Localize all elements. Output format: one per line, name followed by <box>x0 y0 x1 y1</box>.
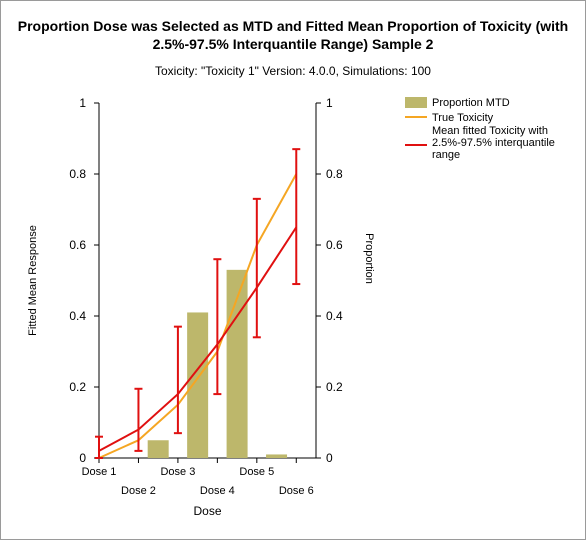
legend-swatch-bar <box>405 97 427 108</box>
bar <box>187 312 209 458</box>
chart-title: Proportion Dose was Selected as MTD and … <box>0 17 586 53</box>
legend-label-line: range <box>432 149 460 161</box>
x-axis-title: Dose <box>193 504 221 518</box>
legend-label-line: Mean fitted Toxicity with <box>432 125 548 137</box>
bar <box>266 454 288 458</box>
chart-title-line-2: 2.5%-97.5% Interquantile Range) Sample 2 <box>152 36 434 52</box>
y-tick-label-right: 1 <box>326 96 333 110</box>
y-tick-label-right: 0.4 <box>326 309 343 323</box>
y-tick-label-right: 0.8 <box>326 167 343 181</box>
y-tick-label-left: 0.8 <box>69 167 86 181</box>
y-axis-title-left: Fitted Mean Response <box>27 225 39 336</box>
y-axis-title-right: Proportion <box>363 233 375 284</box>
y-tick-label-left: 0 <box>79 451 86 465</box>
y-tick-label-left: 0.4 <box>69 309 86 323</box>
y-tick-label-left: 1 <box>79 96 86 110</box>
x-tick-label: Dose 1 <box>82 466 117 478</box>
series-line-true-toxicity <box>98 173 298 459</box>
y-tick-label-right: 0.6 <box>326 238 343 252</box>
chart-subtitle: Toxicity: "Toxicity 1" Version: 4.0.0, S… <box>155 64 431 78</box>
y-tick-label-right: 0 <box>326 451 333 465</box>
y-tick-label-left: 0.6 <box>69 238 86 252</box>
legend-label-line: 2.5%-97.5% interquantile <box>432 137 555 149</box>
bar <box>147 440 169 458</box>
x-tick-label: Dose 2 <box>121 485 156 497</box>
x-tick-label: Dose 5 <box>239 466 274 478</box>
y-tick-label-right: 0.2 <box>326 380 343 394</box>
plot-area: 0 0 0.2 0.2 0.4 0.4 0.6 0.6 0.8 0.8 1 1 Dose 1 Dose 2… <box>27 96 375 518</box>
legend-label: True Toxicity <box>432 112 494 124</box>
x-tick-label: Dose 3 <box>160 466 195 478</box>
y-tick-label-left: 0.2 <box>69 380 86 394</box>
bar <box>226 269 248 458</box>
chart-title-line-1: Proportion Dose was Selected as MTD and … <box>17 18 569 34</box>
legend-label: Proportion MTD <box>432 97 510 109</box>
x-tick-label: Dose 4 <box>200 485 235 497</box>
x-tick-label: Dose 6 <box>279 485 314 497</box>
series-line-fitted-mean <box>98 226 298 452</box>
